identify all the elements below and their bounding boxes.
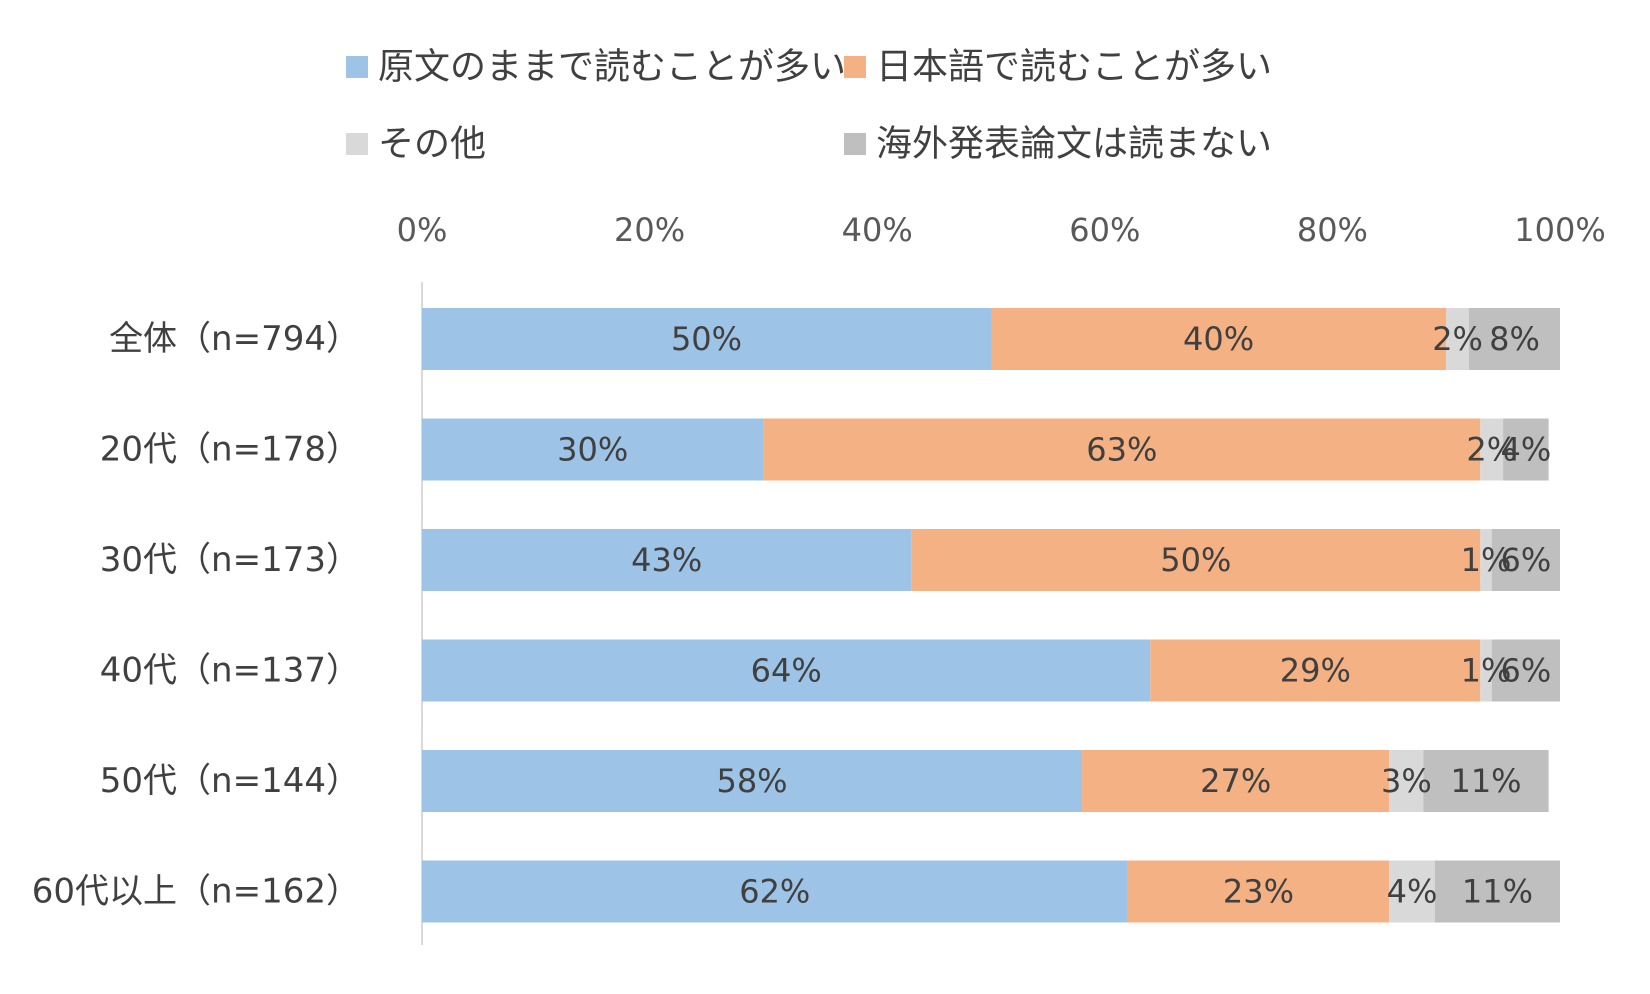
bar-1-series-1 bbox=[422, 308, 991, 370]
category-label-1: 全体（n=794） bbox=[109, 319, 360, 359]
x-tick-label-0pct: 0% bbox=[397, 211, 448, 249]
data-label-1-series-3: 2% bbox=[1432, 320, 1483, 358]
data-label-2-series-2: 63% bbox=[1086, 431, 1157, 469]
data-label-6-series-3: 4% bbox=[1387, 873, 1438, 911]
data-label-5-series-4: 11% bbox=[1450, 762, 1521, 800]
bar-3-series-2 bbox=[911, 529, 1481, 591]
legend-swatch-2 bbox=[844, 56, 866, 78]
data-label-6-series-1: 62% bbox=[739, 873, 810, 911]
data-label-5-series-2: 27% bbox=[1200, 762, 1271, 800]
data-label-5-series-3: 3% bbox=[1381, 762, 1432, 800]
data-label-2-series-3: 2% bbox=[1466, 431, 1517, 469]
data-label-4-series-1: 64% bbox=[751, 652, 822, 690]
category-label-2: 20代（n=178） bbox=[100, 430, 360, 470]
data-label-6-series-2: 23% bbox=[1223, 873, 1294, 911]
bar-6-series-4 bbox=[1434, 860, 1560, 923]
bar-6-series-2 bbox=[1127, 860, 1390, 923]
category-label-5: 50代（n=144） bbox=[100, 761, 360, 801]
data-label-1-series-2: 40% bbox=[1183, 320, 1254, 358]
data-label-2-series-1: 30% bbox=[557, 431, 628, 469]
bar-4-series-3 bbox=[1480, 639, 1492, 702]
legend-label-1: 原文のままで読むことが多い bbox=[378, 47, 846, 88]
bar-6-series-1 bbox=[422, 860, 1128, 923]
x-tick-label-60pct: 60% bbox=[1069, 211, 1140, 249]
legend-swatch-1 bbox=[346, 56, 368, 78]
data-label-4-series-2: 29% bbox=[1280, 652, 1351, 690]
legend-label-4: 海外発表論文は読まない bbox=[876, 124, 1272, 165]
x-tick-label-20pct: 20% bbox=[614, 211, 685, 249]
bar-6-series-3 bbox=[1389, 860, 1435, 923]
x-tick-label-40pct: 40% bbox=[842, 211, 913, 249]
legend-swatch-3 bbox=[346, 133, 368, 155]
x-tick-label-80pct: 80% bbox=[1297, 211, 1368, 249]
bar-1-series-2 bbox=[991, 308, 1447, 370]
legend-swatch-4 bbox=[844, 133, 866, 155]
data-label-4-series-3: 1% bbox=[1461, 652, 1512, 690]
bar-1-series-3 bbox=[1446, 308, 1469, 370]
bar-4-series-4 bbox=[1491, 639, 1560, 702]
data-label-5-series-1: 58% bbox=[716, 762, 787, 800]
bar-5-series-3 bbox=[1389, 750, 1424, 812]
data-label-1-series-4: 8% bbox=[1489, 320, 1540, 358]
bar-5-series-2 bbox=[1082, 750, 1390, 812]
bar-3-series-4 bbox=[1491, 529, 1560, 591]
data-label-4-series-4: 6% bbox=[1500, 652, 1551, 690]
data-label-3-series-2: 50% bbox=[1160, 541, 1231, 579]
bar-4-series-2 bbox=[1150, 639, 1481, 702]
data-label-3-series-1: 43% bbox=[631, 541, 702, 579]
category-label-6: 60代以上（n=162） bbox=[32, 872, 360, 912]
bar-2-series-3 bbox=[1480, 418, 1504, 481]
data-label-1-series-1: 50% bbox=[671, 320, 742, 358]
data-label-6-series-4: 11% bbox=[1462, 873, 1533, 911]
bar-1-series-4 bbox=[1468, 308, 1560, 370]
bar-5-series-1 bbox=[422, 750, 1083, 812]
data-label-3-series-4: 6% bbox=[1500, 541, 1551, 579]
data-label-3-series-3: 1% bbox=[1461, 541, 1512, 579]
bar-2-series-1 bbox=[422, 418, 764, 481]
bar-2-series-2 bbox=[763, 418, 1481, 481]
category-label-3: 30代（n=173） bbox=[100, 540, 360, 580]
legend-label-3: その他 bbox=[378, 124, 486, 165]
data-label-2-series-4: 4% bbox=[1500, 431, 1551, 469]
bar-3-series-1 bbox=[422, 529, 912, 591]
bar-2-series-4 bbox=[1503, 418, 1549, 481]
x-tick-label-100pct: 100% bbox=[1514, 211, 1605, 249]
bar-4-series-1 bbox=[422, 639, 1151, 702]
category-label-4: 40代（n=137） bbox=[100, 651, 360, 691]
bar-5-series-4 bbox=[1423, 750, 1549, 812]
bar-3-series-3 bbox=[1480, 529, 1492, 591]
legend-label-2: 日本語で読むことが多い bbox=[876, 47, 1272, 88]
